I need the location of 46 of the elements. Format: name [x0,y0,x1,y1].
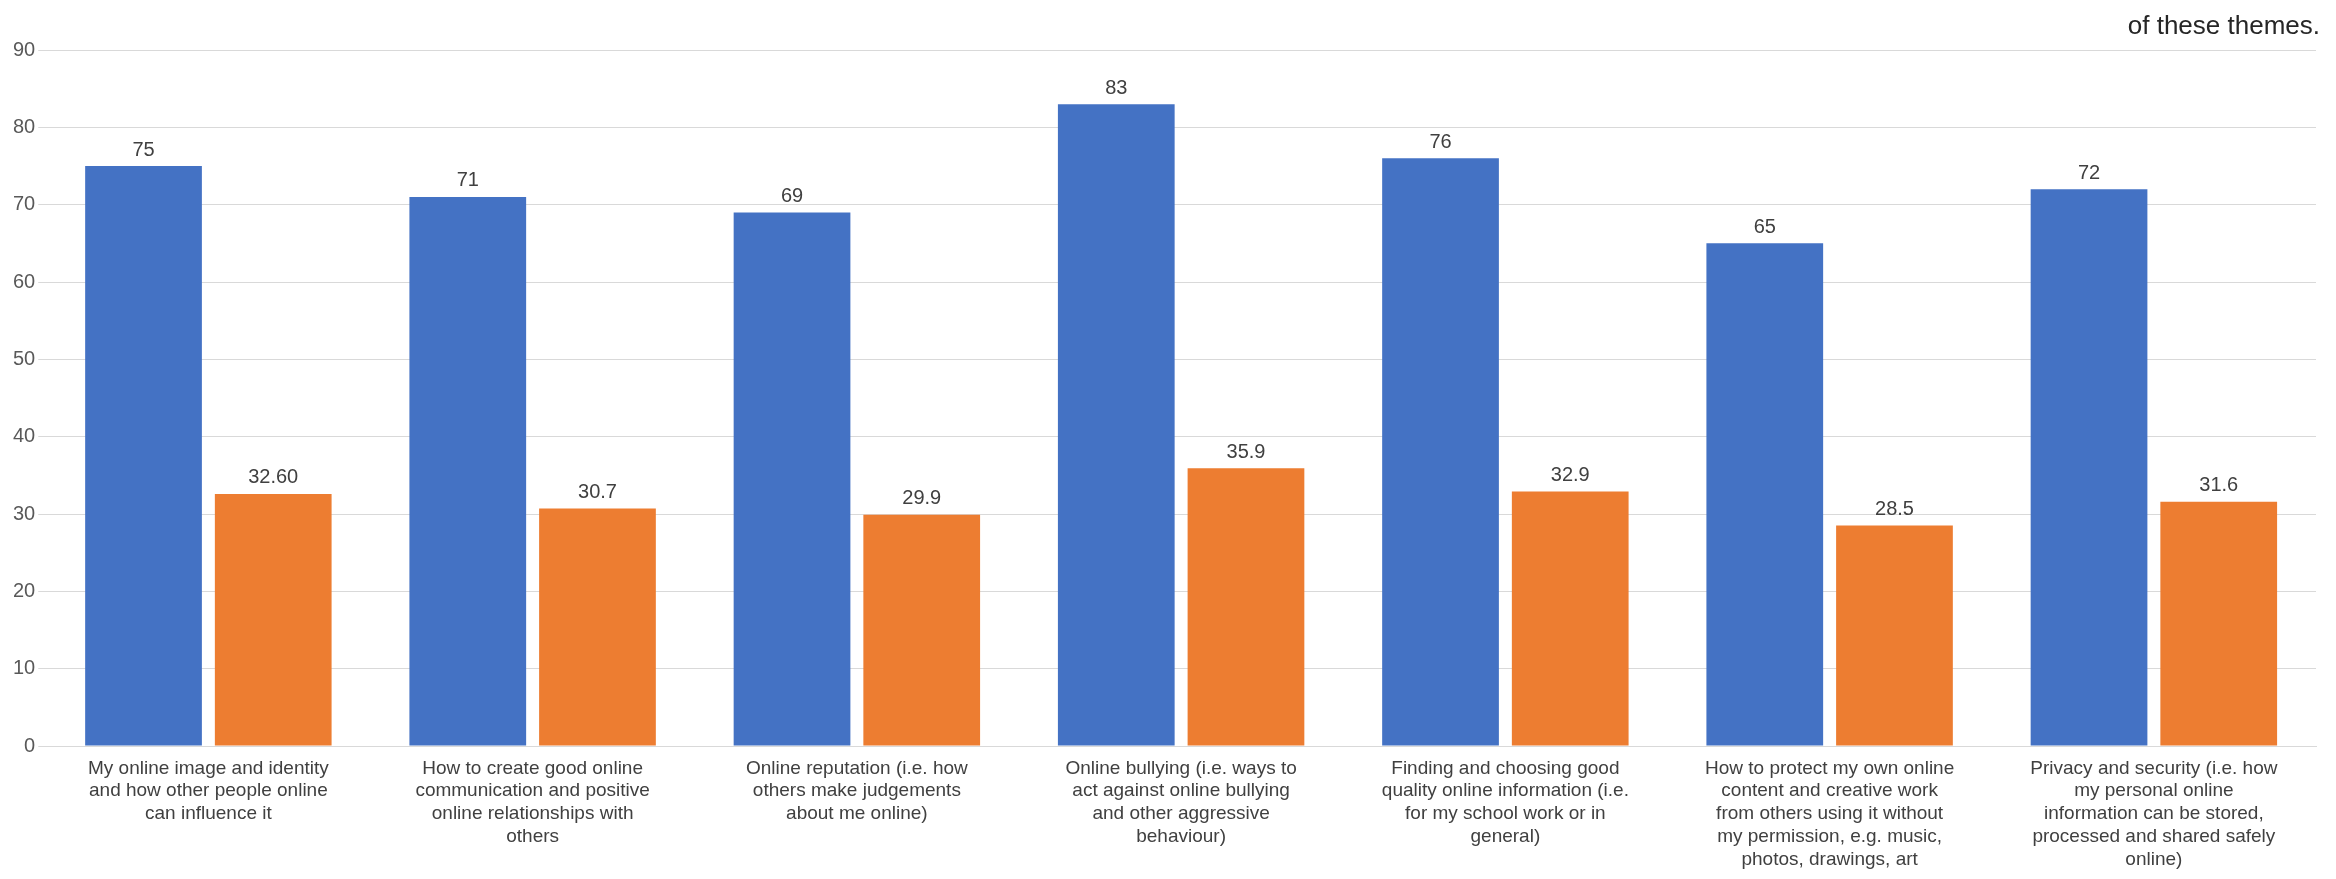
data-label: 32.9 [1550,463,1590,486]
y-tick-label: 40 [13,424,36,447]
bar [409,196,527,746]
data-label: 32.60 [248,465,299,488]
y-tick-label: 50 [13,346,36,369]
bar [1057,104,1175,746]
data-label: 30.7 [578,480,617,503]
y-tick-label: 30 [13,501,36,524]
data-label: 28.5 [1875,497,1914,520]
bar [1187,468,1305,746]
y-tick-label: 70 [13,192,36,215]
bar [863,514,981,746]
x-tick-label: How to protect my own online content and creative work from others using it without my permission, e.g. music, photos, drawings, art [1705,756,1955,869]
bar [2160,501,2278,746]
y-tick-label: 10 [13,656,36,679]
text: of these themes. [2127,10,2320,41]
y-tick-label: 60 [13,269,36,292]
data-label: 29.9 [902,486,942,509]
data-label: 76 [1429,129,1452,152]
y-tick-label: 80 [13,114,36,137]
bar [733,212,851,746]
x-tick-label: How to create good online communication and positive online relationships with others [415,756,650,847]
x-tick-label: Finding and choosing good quality online information (i.e. for my school work or in general) [1381,756,1629,847]
bar [1836,525,1953,746]
bar [1511,491,1629,746]
bar [214,493,332,746]
data-label: 35.9 [1226,439,1266,462]
data-label: 69 [780,183,804,206]
x-tick-label: My online image and identity and how other people online can influence it [87,756,330,824]
data-label: 72 [2077,160,2101,183]
bar [85,166,202,746]
bar [539,508,656,746]
y-tick-label: 90 [13,37,36,60]
y-tick-label: 0 [24,733,36,756]
x-tick-label: Online reputation (i.e. how others make judgements about me online) [745,756,969,824]
y-tick-label: 20 [13,578,36,601]
data-label: 71 [456,168,479,191]
x-tick-label: Online bullying (i.e. ways to act against online bullying and other aggressive behaviour) [1065,756,1297,847]
x-tick-label: Privacy and security (i.e. how my personal online information can be stored, processed and shared safely online) [2030,756,2278,869]
data-label: 65 [1753,214,1776,237]
data-label: 83 [1105,75,1128,98]
bar [1382,158,1499,746]
bar [2030,189,2148,746]
data-label: 31.6 [2199,473,2239,496]
data-label: 75 [132,137,155,160]
bar [1706,243,1824,746]
